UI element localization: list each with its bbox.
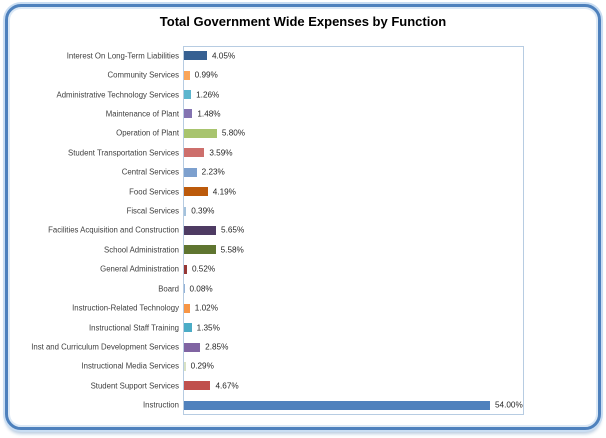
- value-label: 1.48%: [197, 109, 221, 119]
- bar: [184, 187, 208, 197]
- value-label: 4.67%: [215, 381, 239, 391]
- chart-row: Instruction-Related Technology 1.02%: [0, 298, 606, 317]
- category-label: Instructional Media Services: [81, 361, 179, 371]
- chart-row: Student Support Services 4.67%: [0, 376, 606, 395]
- chart-row: Facilities Acquisition and Construction 5…: [0, 221, 606, 240]
- chart-row: Food Services 4.19%: [0, 182, 606, 201]
- category-label: Instruction: [143, 400, 179, 410]
- value-label: 5.80%: [221, 128, 246, 138]
- value-label: 0.29%: [190, 361, 214, 371]
- value-label: 4.05%: [211, 51, 236, 61]
- bar: [184, 342, 201, 352]
- category-label: Student Support Services: [90, 381, 179, 391]
- bar: [184, 303, 190, 313]
- chart-row: Central Services 2.23%: [0, 163, 606, 182]
- bar: [184, 148, 205, 158]
- chart-row: Inst and Curriculum Development Services…: [0, 337, 606, 356]
- bar: [184, 51, 207, 61]
- value-label: 4.19%: [212, 187, 236, 197]
- value-label: 0.39%: [191, 206, 215, 216]
- chart-row: Fiscal Services 0.39%: [0, 201, 606, 220]
- chart-row: Community Services 0.99%: [0, 65, 606, 84]
- chart-title: Total Government Wide Expenses by Functi…: [159, 14, 447, 29]
- bar: [184, 245, 216, 255]
- value-label: 2.85%: [205, 342, 229, 352]
- bar: [184, 109, 193, 119]
- chart-row: Board 0.08%: [0, 279, 606, 298]
- chart-row: Maintenance of Plant 1.48%: [0, 104, 606, 123]
- category-label: Community Services: [107, 70, 180, 80]
- chart-row: Student Transportation Services 3.59%: [0, 143, 606, 162]
- chart-row: Interest On Long-Term Liabilities 4.05%: [0, 46, 606, 65]
- category-label: School Administration: [104, 245, 179, 255]
- value-label: 1.35%: [196, 323, 220, 333]
- value-label: 3.59%: [209, 148, 233, 158]
- category-label: Instructional Staff Training: [88, 323, 179, 333]
- category-label: Food Services: [129, 187, 179, 197]
- chart-row: Administrative Technology Services 1.26%: [0, 85, 606, 104]
- chart-row: Instructional Media Services 0.29%: [0, 357, 606, 376]
- chart-row: Operation of Plant 5.80%: [0, 124, 606, 143]
- plot-area: [183, 46, 524, 415]
- bar: [184, 128, 217, 138]
- bar: [184, 206, 187, 216]
- bar: [184, 323, 192, 333]
- category-label: Operation of Plant: [116, 128, 179, 138]
- value-label: 0.99%: [194, 70, 218, 80]
- category-label: Student Transportation Services: [68, 148, 179, 158]
- category-label: Central Services: [121, 167, 179, 177]
- bar: [184, 381, 211, 391]
- category-label: Interest On Long-Term Liabilities: [66, 51, 179, 61]
- value-label: 54.00%: [495, 400, 523, 410]
- chart-row: Instructional Staff Training 1.35%: [0, 318, 606, 337]
- category-label: Administrative Technology Services: [56, 90, 180, 100]
- chart-row: Instruction 54.00%: [0, 396, 606, 415]
- value-label: 5.58%: [220, 245, 244, 255]
- category-label: Maintenance of Plant: [105, 109, 179, 119]
- bar: [184, 90, 192, 100]
- bar: [184, 400, 490, 410]
- category-label: Fiscal Services: [126, 206, 179, 216]
- category-label: Inst and Curriculum Development Services: [31, 342, 179, 352]
- bar: [184, 70, 190, 80]
- chart-row: General Administration 0.52%: [0, 260, 606, 279]
- bar: [184, 361, 186, 371]
- category-label: Instruction-Related Technology: [72, 303, 179, 313]
- chart-row: School Administration 5.58%: [0, 240, 606, 259]
- value-label: 1.02%: [194, 303, 218, 313]
- bar: [184, 264, 187, 274]
- value-label: 5.65%: [221, 225, 245, 235]
- value-label: 0.52%: [191, 264, 216, 274]
- value-label: 2.23%: [201, 167, 225, 177]
- bar: [184, 225, 217, 235]
- value-label: 1.26%: [196, 90, 220, 100]
- category-label: General Administration: [100, 264, 179, 274]
- bar: [184, 167, 197, 177]
- category-label: Facilities Acquisition and Construction: [48, 225, 179, 235]
- value-label: 0.08%: [189, 284, 213, 294]
- category-label: Board: [158, 284, 179, 294]
